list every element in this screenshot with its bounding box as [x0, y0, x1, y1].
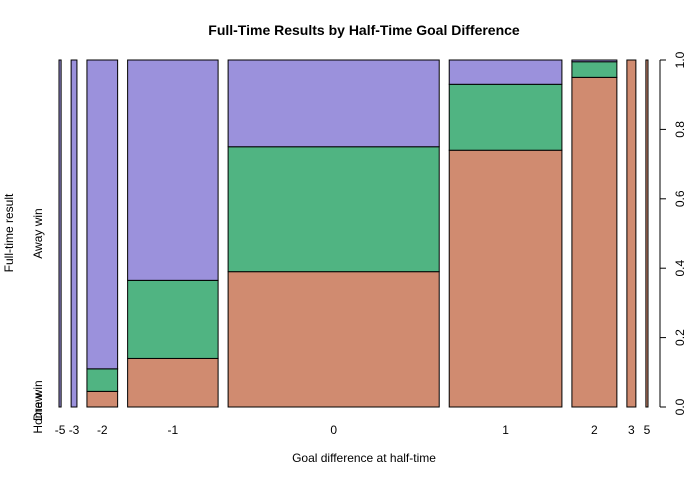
x-tick-label-2: 2: [591, 423, 598, 437]
x-tick-label--5: -5: [55, 423, 66, 437]
tile-home-win--2: [86, 390, 119, 408]
y-axis-label: Full-time result: [2, 193, 16, 272]
x-tick-label-1: 1: [502, 423, 509, 437]
y-category-label-away-win: Away win: [31, 208, 45, 258]
tile-home-win-2: [571, 76, 618, 408]
x-tick-label--2: -2: [97, 423, 108, 437]
x-tick-label-0: 0: [330, 423, 337, 437]
tile-away-win--1: [127, 59, 219, 281]
tile-draw-1: [448, 83, 563, 151]
x-tick-label-3: 3: [628, 423, 635, 437]
tile-draw--2: [86, 368, 119, 392]
mosaic-bars: [58, 59, 649, 408]
right-axis-tick-label-1.0: 1.0: [673, 51, 687, 68]
right-axis-tick-label-0.8: 0.8: [673, 121, 687, 138]
x-tick-label--1: -1: [168, 423, 179, 437]
right-axis-tick-label-0.0: 0.0: [673, 398, 687, 415]
x-axis-label: Goal difference at half-time: [292, 451, 436, 465]
tile-home-win-1: [448, 149, 563, 408]
x-tick-label-5: 5: [644, 423, 651, 437]
x-tick-label--3: -3: [69, 423, 80, 437]
tile-draw-2: [571, 61, 618, 78]
right-axis-tick-label-0.4: 0.4: [673, 260, 687, 277]
tile-home-win--1: [127, 357, 219, 408]
tile-home-win-5: [645, 59, 649, 408]
tile-home-win-0: [227, 271, 440, 408]
right-axis-tick-label-0.6: 0.6: [673, 190, 687, 207]
right-axis: 0.0 0.2 0.4 0.6 0.8 1.0: [659, 51, 687, 415]
tile-draw--1: [127, 279, 219, 359]
y-category-label-home-win: Home win: [31, 380, 45, 433]
tile-away-win-0: [227, 59, 440, 148]
y-category-label-draw: Draw: [31, 393, 45, 421]
chart-title: Full-Time Results by Half-Time Goal Diff…: [208, 22, 520, 38]
tile-away-win--3: [70, 59, 78, 408]
tile-away-win--5: [58, 59, 62, 408]
x-tick-labels: -5 -3 -2 -1 0 1 2 3 5: [55, 423, 651, 437]
tile-away-win-1: [448, 59, 563, 85]
tile-away-win--2: [86, 59, 119, 370]
right-axis-tick-label-0.2: 0.2: [673, 329, 687, 346]
tile-home-win-3: [626, 59, 637, 408]
tile-draw-0: [227, 146, 440, 273]
tile-away-win-2: [571, 59, 618, 63]
